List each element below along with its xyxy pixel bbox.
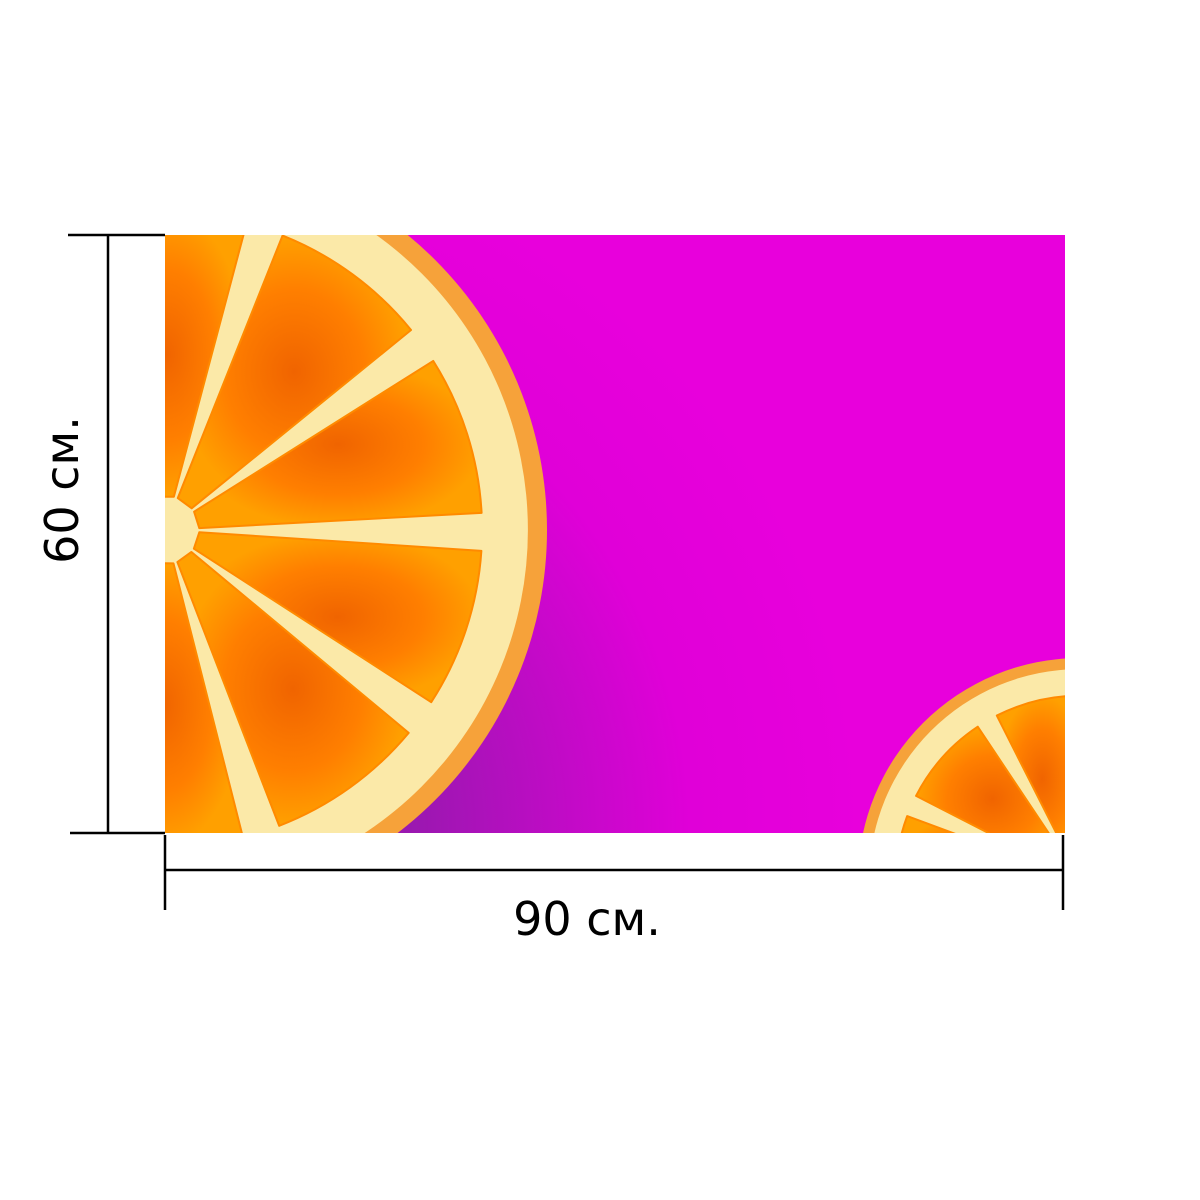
orange-segment <box>966 896 1077 1062</box>
height-dimension-line <box>68 233 165 835</box>
orange-segment <box>1091 889 1200 1033</box>
orange-segment <box>995 695 1065 833</box>
width-label: 90 см. <box>513 892 661 946</box>
orange-segment <box>176 235 413 510</box>
orange-segment <box>192 531 483 704</box>
orange-segment <box>1073 898 1164 1064</box>
orange-segment <box>165 562 243 833</box>
small-orange-slice <box>863 658 1200 1064</box>
orange-segment <box>915 725 1050 833</box>
orange-segment <box>903 885 1066 1010</box>
orange-segment <box>1099 852 1200 944</box>
orange-segment <box>193 359 483 530</box>
orange-segment <box>176 550 410 827</box>
orange-segment <box>900 815 956 833</box>
orange-slices-artwork <box>0 235 1200 1064</box>
height-label: 60 см. <box>35 416 89 564</box>
orange-segment <box>1094 750 1200 875</box>
orange-segment <box>165 235 245 498</box>
large-orange-slice <box>0 235 547 833</box>
orange-segment <box>0 552 152 825</box>
width-dimension-line <box>163 835 1065 910</box>
orange-segment <box>1083 698 1194 864</box>
